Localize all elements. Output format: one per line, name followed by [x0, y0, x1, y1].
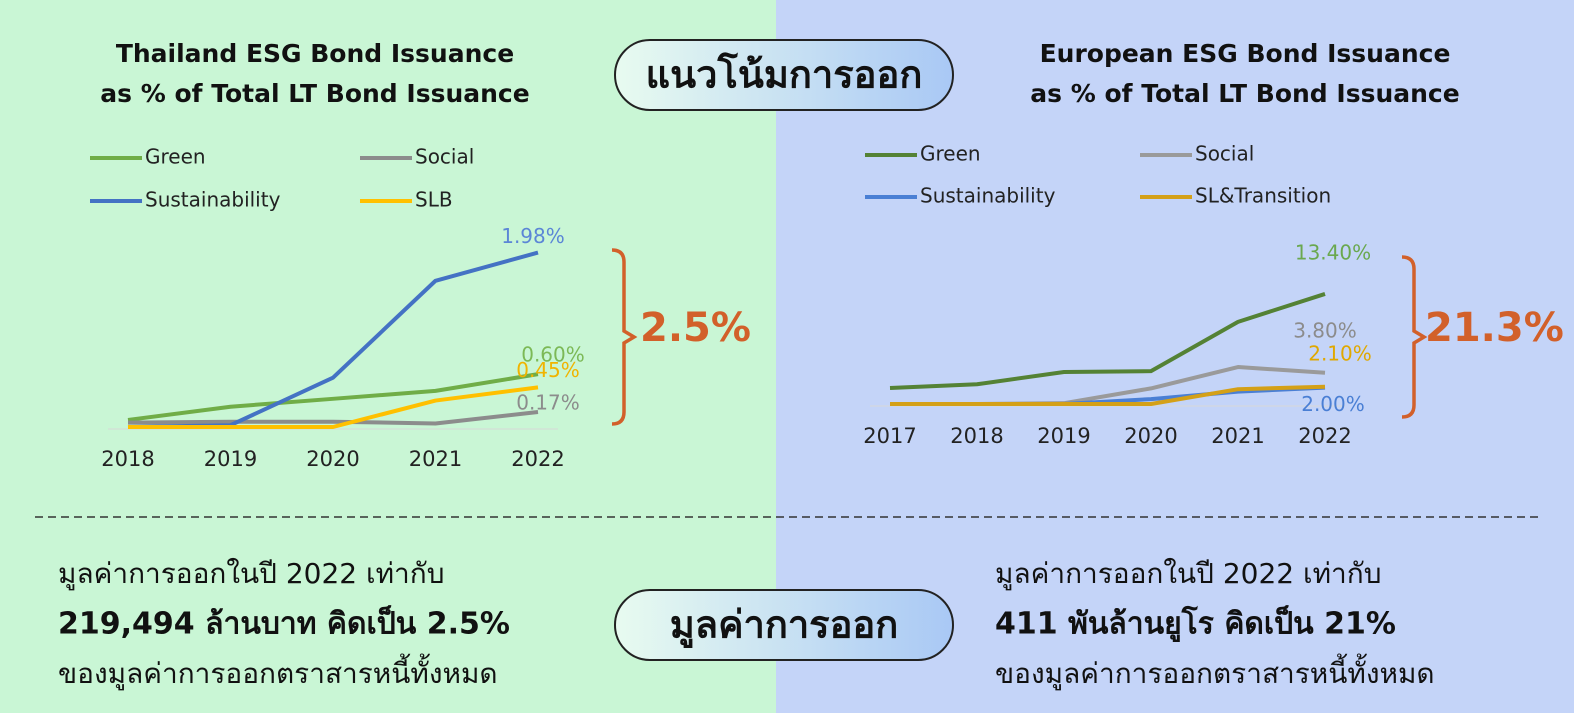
series-line	[127, 372, 539, 422]
pill	[614, 589, 954, 661]
summary-line: มูลค่าการออกในปี 2022 เท่ากับ	[995, 557, 1382, 591]
value-label: 2.00%	[1301, 392, 1365, 416]
value-label: 3.80%	[1293, 318, 1357, 342]
legend-label: Green	[920, 142, 981, 166]
bracket	[611, 248, 638, 426]
x-tick-label: 2022	[1298, 424, 1351, 448]
x-tick-label: 2020	[306, 447, 359, 471]
series-line	[127, 410, 539, 426]
x-tick-label: 2018	[950, 424, 1003, 448]
summary-line: ของมูลค่าการออกตราสารหนี้ทั้งหมด	[995, 653, 1435, 691]
x-tick-label: 2019	[204, 447, 257, 471]
series-line	[890, 384, 1326, 406]
total-annotation: 2.5%	[640, 305, 751, 351]
summary-line: 411 พันล้านยูโร คิดเป็น 21%	[995, 605, 1396, 643]
legend-label: SL&Transition	[1195, 184, 1331, 208]
bracket	[1401, 255, 1428, 419]
pill-label: แนวโน้มการออก	[646, 52, 923, 97]
legend-label: Social	[415, 145, 474, 169]
summary-line: มูลค่าการออกในปี 2022 เท่ากับ	[58, 557, 445, 591]
chart-title: Thailand ESG Bond Issuance	[116, 39, 514, 68]
x-tick-label: 2017	[863, 424, 916, 448]
x-tick-label: 2022	[511, 447, 564, 471]
value-label: 0.17%	[516, 391, 580, 415]
value-label: 0.60%	[521, 343, 585, 367]
x-tick-label: 2019	[1037, 424, 1090, 448]
value-label: 2.10%	[1308, 341, 1372, 365]
value-label: 0.45%	[516, 358, 580, 382]
value-label: 13.40%	[1295, 240, 1371, 264]
x-tick-label: 2018	[101, 447, 154, 471]
legend-label: SLB	[415, 188, 453, 212]
summary-line: 219,494 ล้านบาท คิดเป็น 2.5%	[58, 605, 510, 642]
series-line	[128, 385, 539, 429]
summary-line: ของมูลค่าการออกตราสารหนี้ทั้งหมด	[58, 653, 498, 691]
chart-title: as % of Total LT Bond Issuance	[100, 79, 529, 108]
pill-label: มูลค่าการออก	[670, 603, 899, 649]
chart-title: as % of Total LT Bond Issuance	[1030, 79, 1459, 108]
legend-label: Sustainability	[145, 188, 281, 212]
pill	[614, 39, 954, 111]
legend-label: Sustainability	[920, 184, 1056, 208]
x-tick-label: 2021	[409, 447, 462, 471]
value-label: 1.98%	[501, 224, 565, 248]
legend-label: Social	[1195, 142, 1254, 166]
total-annotation: 21.3%	[1425, 305, 1564, 351]
x-tick-label: 2020	[1124, 424, 1177, 448]
series-line	[889, 292, 1326, 390]
legend-label: Green	[145, 145, 206, 169]
chart-title: European ESG Bond Issuance	[1040, 39, 1451, 68]
x-tick-label: 2021	[1211, 424, 1264, 448]
